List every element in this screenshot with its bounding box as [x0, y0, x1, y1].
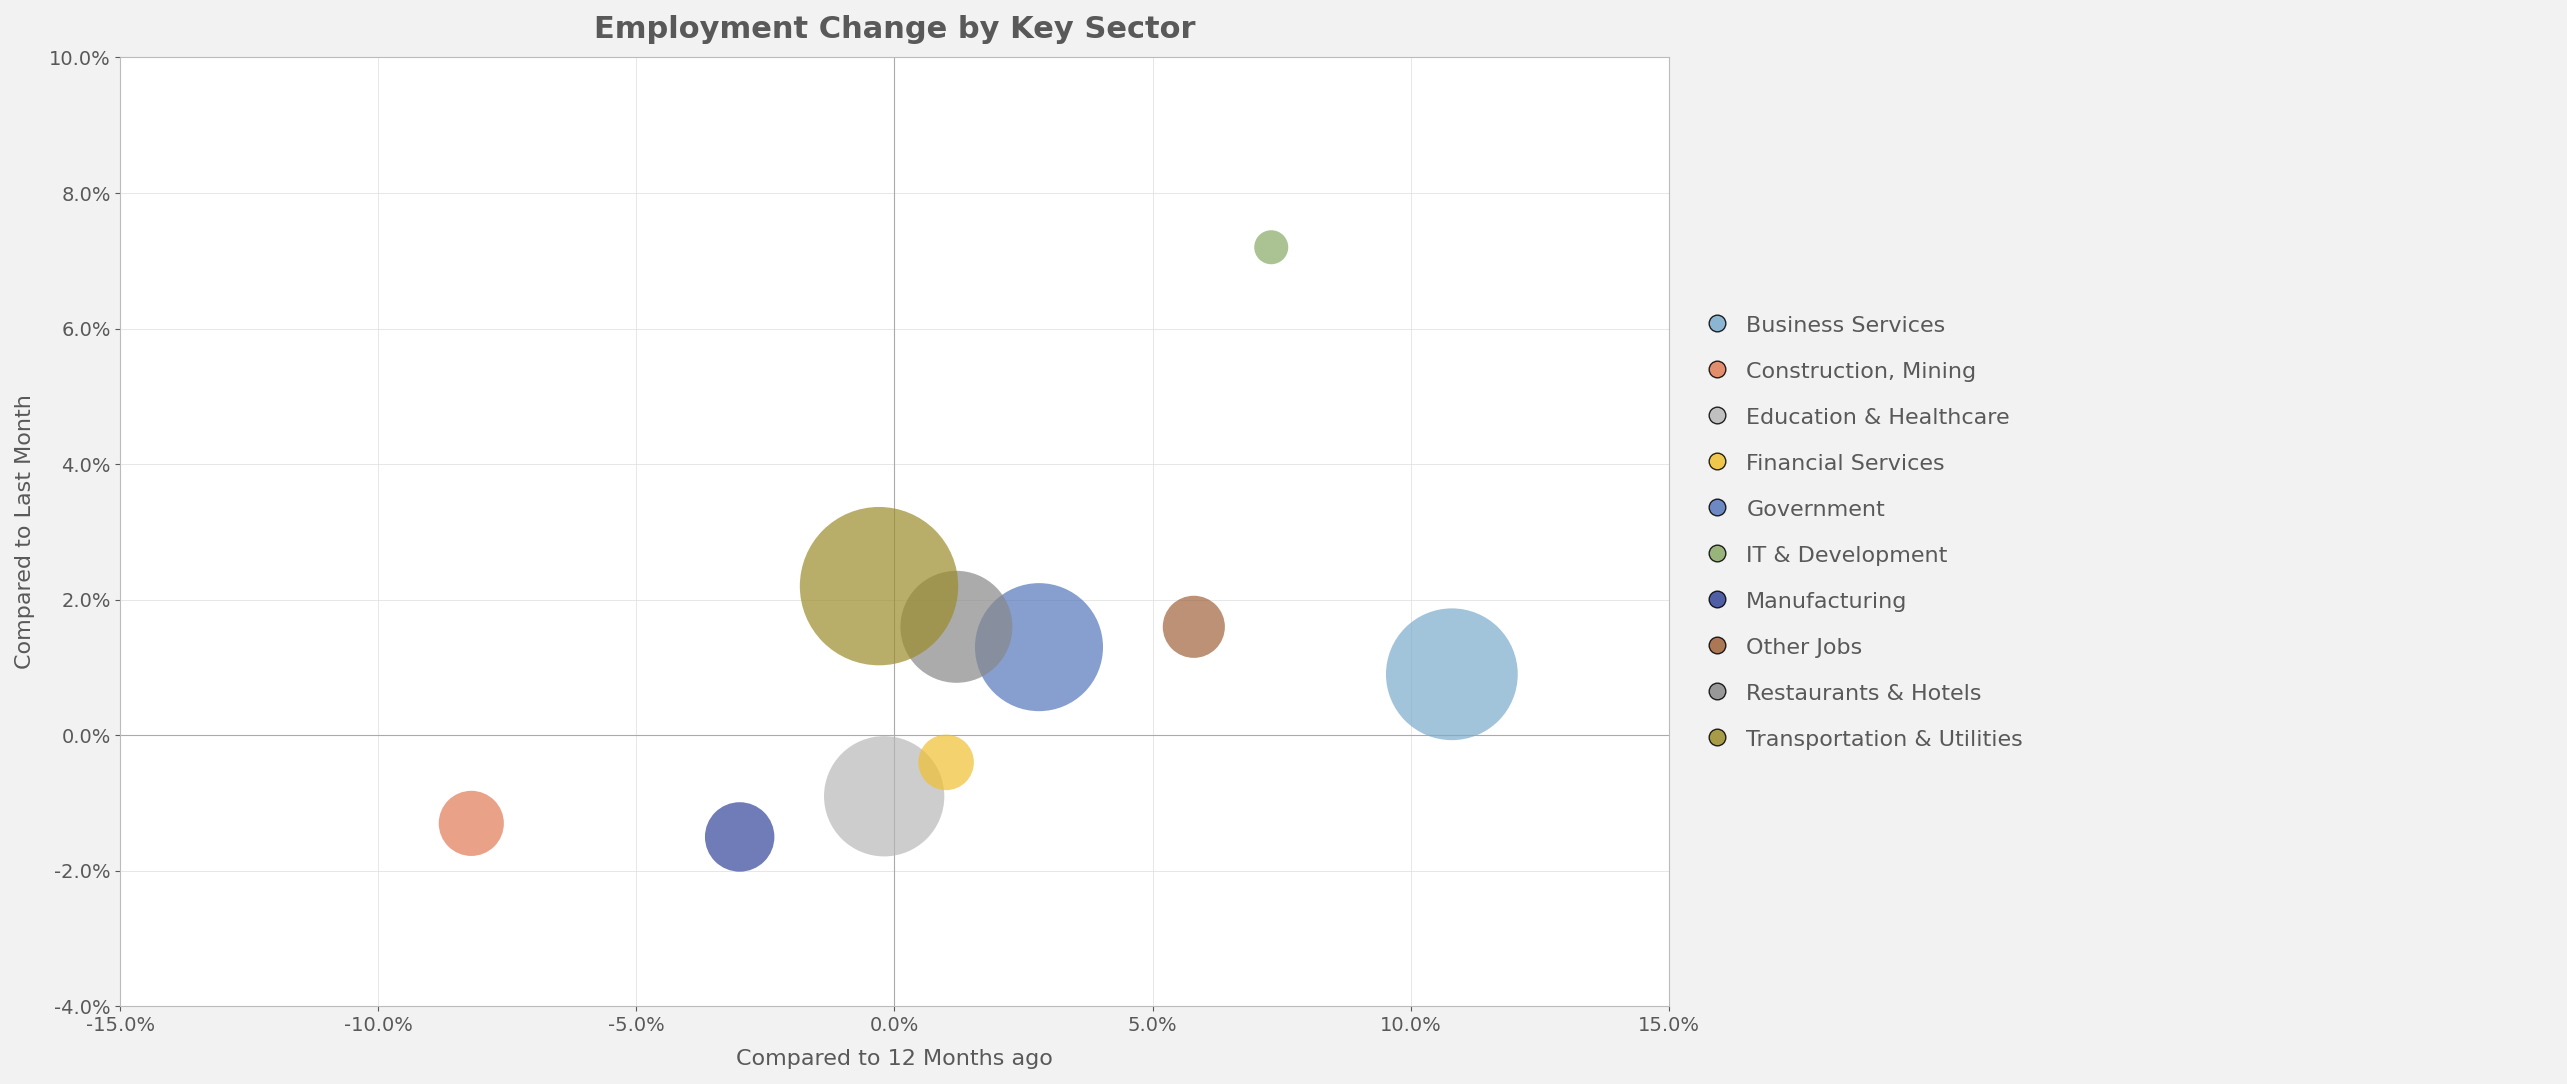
Business Services — [1432, 666, 1473, 683]
IT & Development — [1250, 238, 1291, 256]
Construction, Mining — [452, 815, 493, 833]
Manufacturing — [719, 828, 760, 846]
Restaurants & Hotels — [937, 618, 978, 635]
Other Jobs — [1173, 618, 1214, 635]
Financial Services — [927, 753, 968, 771]
X-axis label: Compared to 12 Months ago: Compared to 12 Months ago — [737, 1049, 1052, 1069]
Title: Employment Change by Key Sector: Employment Change by Key Sector — [593, 15, 1196, 44]
Government — [1019, 638, 1060, 656]
Legend: Business Services, Construction, Mining, Education & Healthcare, Financial Servi: Business Services, Construction, Mining,… — [1694, 304, 2033, 761]
Y-axis label: Compared to Last Month: Compared to Last Month — [15, 395, 36, 669]
Transportation & Utilities — [857, 578, 898, 595]
Education & Healthcare — [863, 788, 904, 805]
